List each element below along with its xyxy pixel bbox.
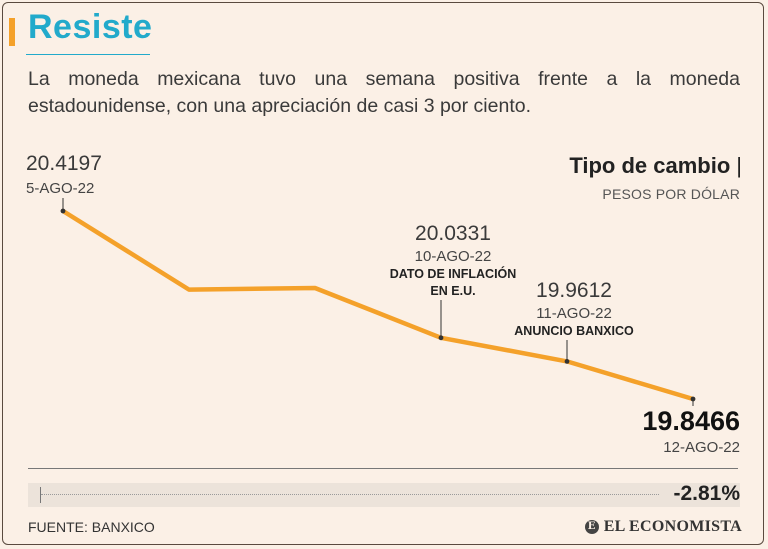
percent-change-label: -2.81%	[673, 482, 740, 505]
annotation-note-2-0: ANUNCIO BANXICO	[514, 324, 634, 338]
annotation-value-2: 19.9612	[536, 279, 612, 302]
brand-mark-icon: E	[584, 520, 599, 534]
change-start-marker	[40, 487, 41, 503]
annotation-value-1: 20.0331	[415, 222, 491, 245]
data-point-0	[60, 208, 66, 214]
change-dotted-line	[41, 494, 659, 495]
page-title: Resiste	[28, 8, 153, 46]
chart-subtitle: PESOS POR DÓLAR	[602, 186, 740, 202]
title-underline	[26, 54, 150, 55]
data-point-3	[438, 335, 444, 341]
annotation-date-0: 5-AGO-22	[26, 180, 94, 197]
annotation-note-1-0: DATO DE INFLACIÓN	[390, 266, 517, 281]
annotation-date-1: 10-AGO-22	[415, 248, 492, 265]
brand-name: EL ECONOMISTA	[603, 518, 742, 535]
section-divider	[28, 468, 738, 469]
data-point-4	[564, 359, 570, 364]
annotation-date-3: 12-AGO-22	[663, 439, 740, 456]
chart-title: Tipo de cambio |	[569, 153, 742, 179]
annotation-note-1-1: EN E.U.	[430, 284, 475, 298]
description-text: La moneda mexicana tuvo una semana posit…	[28, 68, 740, 117]
source-label: FUENTE: BANXICO	[28, 519, 155, 535]
data-point-5	[690, 396, 696, 402]
chart-title-text: Tipo de cambio	[569, 153, 731, 178]
annotation-value-3: 19.8466	[642, 406, 740, 436]
brand-logo: E EL ECONOMISTA	[584, 518, 742, 536]
chart-title-separator: |	[736, 153, 742, 178]
change-track	[28, 483, 740, 507]
series-line	[60, 208, 696, 402]
annotation-date-2: 11-AGO-22	[536, 305, 612, 322]
title-accent-bar	[9, 18, 15, 46]
annotation-value-0: 20.4197	[26, 152, 102, 175]
